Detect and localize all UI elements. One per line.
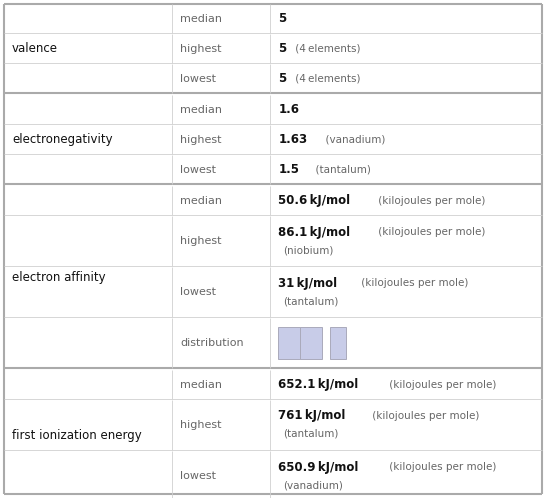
Text: (kilojoules per mole): (kilojoules per mole) bbox=[369, 411, 479, 421]
Text: electronegativity: electronegativity bbox=[12, 133, 112, 146]
Text: (4 elements): (4 elements) bbox=[292, 74, 360, 84]
Text: median: median bbox=[180, 196, 222, 206]
Text: 5: 5 bbox=[278, 42, 287, 55]
Text: (kilojoules per mole): (kilojoules per mole) bbox=[385, 379, 496, 389]
Text: distribution: distribution bbox=[180, 338, 244, 348]
Text: (kilojoules per mole): (kilojoules per mole) bbox=[358, 278, 468, 288]
Text: 1.6: 1.6 bbox=[278, 103, 299, 116]
Text: (niobium): (niobium) bbox=[283, 245, 334, 255]
Text: (kilojoules per mole): (kilojoules per mole) bbox=[375, 196, 485, 206]
Text: 1.63: 1.63 bbox=[278, 133, 307, 146]
Text: 650.9 kJ/mol: 650.9 kJ/mol bbox=[278, 461, 359, 474]
Text: 31 kJ/mol: 31 kJ/mol bbox=[278, 276, 337, 289]
Text: (vanadium): (vanadium) bbox=[283, 480, 343, 490]
Text: highest: highest bbox=[180, 43, 222, 53]
Bar bbox=[278, 327, 300, 359]
Text: valence: valence bbox=[12, 42, 58, 55]
Text: (tantalum): (tantalum) bbox=[308, 164, 370, 174]
Bar bbox=[330, 327, 346, 359]
Text: (kilojoules per mole): (kilojoules per mole) bbox=[375, 227, 485, 237]
Text: (4 elements): (4 elements) bbox=[292, 43, 360, 53]
Text: lowest: lowest bbox=[180, 74, 216, 84]
Text: 1.5: 1.5 bbox=[278, 163, 299, 176]
Text: 5: 5 bbox=[278, 12, 287, 25]
Text: lowest: lowest bbox=[180, 471, 216, 481]
Text: median: median bbox=[180, 379, 222, 389]
Text: 5: 5 bbox=[278, 72, 287, 85]
Text: first ionization energy: first ionization energy bbox=[12, 429, 142, 442]
Text: median: median bbox=[180, 105, 222, 115]
Text: (kilojoules per mole): (kilojoules per mole) bbox=[385, 462, 496, 472]
Text: lowest: lowest bbox=[180, 287, 216, 297]
Text: highest: highest bbox=[180, 420, 222, 430]
Text: (vanadium): (vanadium) bbox=[319, 134, 385, 144]
Text: median: median bbox=[180, 13, 222, 23]
Text: 652.1 kJ/mol: 652.1 kJ/mol bbox=[278, 378, 359, 391]
Text: electron affinity: electron affinity bbox=[12, 270, 105, 283]
Text: 50.6 kJ/mol: 50.6 kJ/mol bbox=[278, 194, 351, 207]
Text: 761 kJ/mol: 761 kJ/mol bbox=[278, 409, 346, 422]
Text: lowest: lowest bbox=[180, 164, 216, 174]
Text: 86.1 kJ/mol: 86.1 kJ/mol bbox=[278, 226, 351, 239]
Bar bbox=[300, 327, 322, 359]
Text: highest: highest bbox=[180, 134, 222, 144]
Text: (tantalum): (tantalum) bbox=[283, 296, 339, 306]
Text: (tantalum): (tantalum) bbox=[283, 429, 339, 439]
Text: highest: highest bbox=[180, 236, 222, 246]
